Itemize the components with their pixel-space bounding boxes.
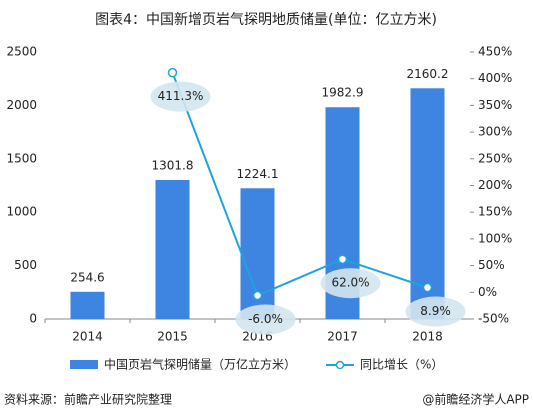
bar [70, 291, 105, 319]
line-marker [422, 282, 433, 293]
line-marker [337, 254, 348, 264]
bar-value-label: 1224.1 [237, 167, 279, 181]
label-bubble [405, 296, 466, 327]
y2-tick-label: 300% [478, 125, 512, 139]
y2-tick-label: -50% [478, 312, 509, 326]
line-marker [252, 290, 263, 301]
label-bubble [235, 304, 296, 335]
y-tick-label: 500 [14, 258, 37, 272]
y2-tick-label: 150% [478, 205, 512, 219]
legend-label: 同比增长（%） [360, 358, 443, 372]
line-value-label: 8.9% [420, 304, 451, 318]
y2-tick-label: 350% [478, 98, 512, 112]
bar-value-label: 2160.2 [407, 67, 449, 81]
line-value-label: 411.3% [158, 89, 204, 103]
y2-tick-label: 100% [478, 231, 512, 245]
source: 资料来源：前瞻产业研究院整理 [4, 392, 172, 407]
bar [410, 88, 445, 319]
bar [155, 179, 190, 319]
y2-tick-label: 400% [478, 71, 512, 85]
label-bubble [150, 81, 211, 112]
y-tick-label: 2000 [6, 98, 37, 112]
bar-value-label: 254.6 [70, 270, 104, 284]
y2-tick-label: 200% [478, 178, 512, 192]
line-marker [167, 67, 178, 78]
y-tick-label: 2500 [6, 45, 37, 59]
x-tick-label: 2015 [157, 330, 188, 344]
bar-value-label: 1301.8 [152, 158, 194, 172]
line-value-label: -6.0% [248, 312, 283, 326]
label-bubble [320, 268, 381, 299]
chart-title: 图表4：中国新增页岩气探明地质储量(单位：亿立方米) [95, 12, 437, 28]
x-tick-label: 2017 [327, 330, 358, 344]
line-value-label: 62.0% [331, 276, 369, 290]
bar-value-label: 1982.9 [322, 86, 364, 100]
y2-tick-label: 0% [478, 285, 497, 299]
y-tick-label: 1000 [6, 205, 37, 219]
line [171, 72, 428, 297]
y2-tick-label: 450% [478, 45, 512, 59]
y2-tick-label: 50% [478, 258, 505, 272]
legend-swatch [70, 360, 98, 369]
x-tick-label: 2014 [72, 330, 103, 344]
x-tick-label: 2018 [412, 330, 443, 344]
legend-marker [335, 360, 345, 370]
legend-label: 中国页岩气探明储量（万亿立方米） [104, 357, 296, 372]
y2-tick-label: 250% [478, 151, 512, 165]
credit: @前瞻经济学人APP [422, 392, 529, 407]
y-tick-label: 0 [29, 312, 37, 326]
y-tick-label: 1500 [6, 151, 37, 165]
